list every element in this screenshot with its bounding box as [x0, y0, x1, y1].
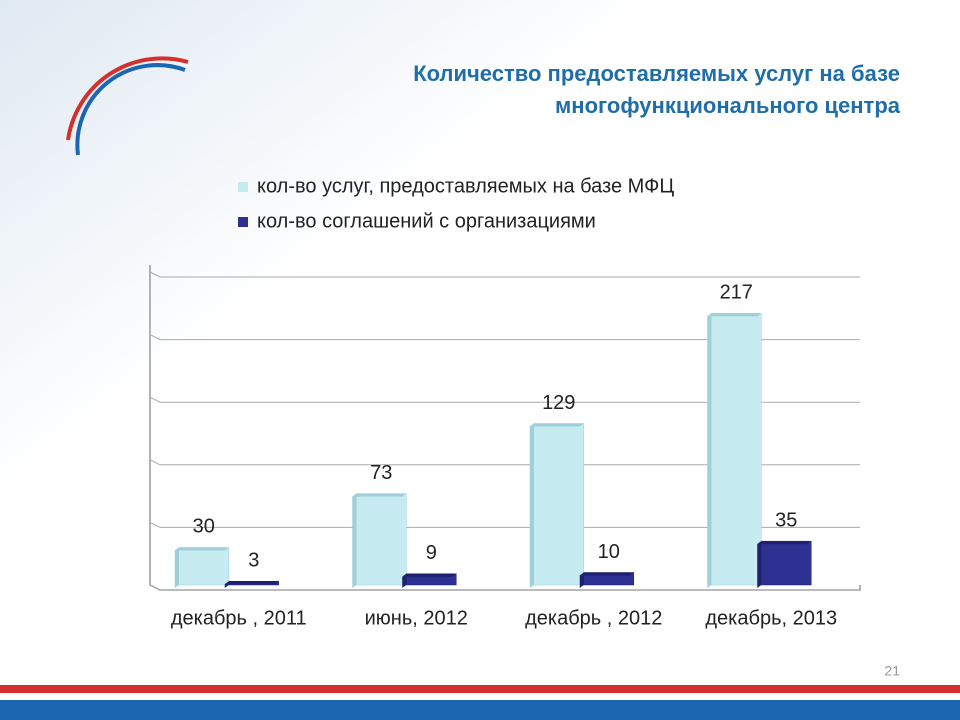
bar [178, 547, 229, 586]
grid-line [149, 396, 860, 403]
bar-side [402, 573, 407, 588]
value-label: 73 [370, 462, 392, 484]
x-tick-label: декабрь, 2013 [705, 607, 837, 629]
bar-side [174, 547, 179, 588]
footer-stripe [0, 685, 960, 693]
bar-top [174, 547, 229, 551]
legend-swatch [238, 182, 248, 192]
bar-top [402, 573, 457, 577]
bar-side [352, 493, 357, 588]
value-label: 217 [720, 282, 753, 304]
decor-arc [75, 63, 186, 156]
value-label: 30 [193, 516, 215, 538]
decor-arc [66, 56, 189, 141]
grid-line [149, 521, 860, 528]
value-label: 35 [775, 509, 797, 531]
bar-top [579, 572, 634, 576]
grid-line [149, 271, 860, 278]
legend-label: кол-во услуг, предоставляемых на базе МФ… [257, 175, 674, 197]
x-tick-label: июнь, 2012 [365, 607, 468, 629]
bar-top [529, 423, 584, 427]
value-label: 9 [426, 542, 437, 564]
legend-label: кол-во соглашений с организациями [257, 210, 596, 232]
bar [356, 493, 407, 586]
chart-title: Количество предоставляемых услуг на базе [413, 61, 900, 86]
bar-top [707, 313, 762, 317]
bar [761, 540, 812, 586]
x-tick-label: декабрь , 2011 [171, 607, 307, 629]
bar-top [757, 541, 812, 545]
page-number: 21 [884, 663, 900, 679]
value-label: 129 [542, 392, 575, 414]
bar-side [529, 423, 534, 588]
bar-side [579, 572, 584, 588]
bar-side [757, 541, 762, 588]
value-label: 3 [248, 550, 259, 572]
bar [533, 423, 584, 586]
bar-top [352, 493, 407, 497]
bar-top [224, 581, 279, 585]
grid-line [149, 334, 860, 341]
grid-line [149, 584, 860, 591]
chart-title: многофункционального центра [555, 93, 901, 118]
legend-swatch [238, 217, 248, 227]
footer-stripe [0, 700, 960, 720]
bar [711, 313, 762, 586]
value-label: 10 [598, 541, 620, 563]
x-tick-label: декабрь , 2012 [525, 607, 662, 629]
bar-side [707, 313, 712, 588]
grid-line [149, 459, 860, 466]
